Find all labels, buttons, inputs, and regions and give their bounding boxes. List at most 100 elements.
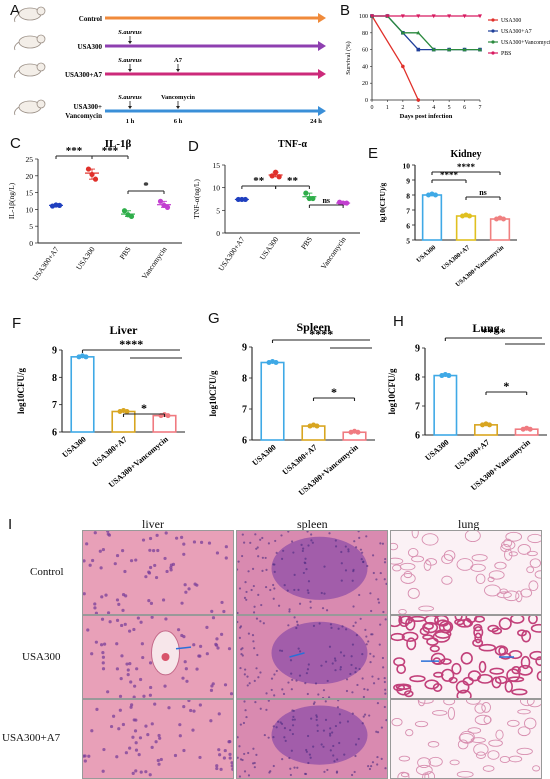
chart-title: Liver bbox=[110, 323, 139, 337]
y-axis-label: Survival (%) bbox=[345, 41, 352, 74]
significance-label: * bbox=[331, 385, 337, 399]
arrow-head bbox=[318, 41, 326, 51]
significance-label: ns bbox=[322, 196, 330, 205]
y-axis-label: log10CFU/g bbox=[387, 368, 397, 414]
data-point bbox=[467, 213, 472, 219]
bar bbox=[474, 424, 498, 436]
y-tick-label: 6 bbox=[406, 222, 410, 231]
data-point bbox=[92, 176, 99, 182]
vancomycin-marker-head bbox=[176, 106, 180, 109]
panel-label-d: D bbox=[188, 138, 199, 155]
data-point bbox=[314, 423, 320, 429]
significance-label: **** bbox=[309, 327, 333, 341]
series-line bbox=[372, 15, 480, 51]
mouse-icon bbox=[14, 6, 46, 23]
panel-label-f: F bbox=[12, 315, 22, 332]
a7-label: A7 bbox=[174, 57, 183, 64]
y-axis-label: log10CFU/g bbox=[208, 370, 218, 416]
mouse-icon bbox=[14, 62, 46, 79]
data-point bbox=[269, 173, 275, 179]
histology-lung-control bbox=[390, 530, 542, 615]
data-point bbox=[431, 14, 436, 19]
group-label: USA300 bbox=[77, 43, 102, 51]
col-label-spleen: spleen bbox=[297, 517, 328, 531]
x-tick-label: USA300 bbox=[423, 438, 450, 463]
histology-lung-usa300 bbox=[390, 615, 542, 699]
histology-spleen-usa300 bbox=[236, 615, 388, 699]
x-tick-label: USA300 bbox=[61, 435, 88, 460]
data-point bbox=[89, 171, 95, 178]
y-tick-label: 20 bbox=[26, 172, 34, 181]
x-tick-label: USA300+A7 bbox=[216, 235, 246, 273]
saureus-label: S.aureus bbox=[118, 57, 142, 64]
data-point bbox=[164, 204, 171, 210]
saureus-label: S.aureus bbox=[118, 94, 142, 101]
significance-label: * bbox=[503, 379, 509, 393]
panel-label-e: E bbox=[368, 145, 379, 162]
data-point bbox=[370, 14, 374, 19]
data-point bbox=[85, 166, 92, 172]
panel-label-h: H bbox=[393, 313, 404, 330]
x-axis-label: Days post infection bbox=[400, 113, 453, 120]
data-point bbox=[310, 195, 316, 202]
legend-label: USA300 bbox=[501, 18, 521, 24]
panel-label-b: B bbox=[340, 2, 351, 19]
chart-title: Spleen bbox=[296, 320, 330, 334]
series-line bbox=[372, 15, 480, 51]
legend-marker bbox=[491, 29, 495, 33]
data-point bbox=[83, 354, 89, 360]
bar bbox=[260, 361, 285, 441]
data-point bbox=[124, 409, 130, 414]
time-label-24h: 24 h bbox=[310, 118, 322, 125]
data-point bbox=[165, 413, 171, 419]
x-tick-label: USA300 bbox=[74, 245, 97, 272]
y-tick-label: 7 bbox=[406, 207, 410, 216]
tissue-texture bbox=[83, 531, 233, 614]
data-point bbox=[478, 47, 482, 52]
data-point bbox=[276, 174, 282, 180]
x-tick-label: USA300+A7 bbox=[31, 245, 61, 283]
bar bbox=[301, 425, 326, 441]
y-tick-label: 60 bbox=[362, 48, 368, 54]
histology-lung-usa300-a7 bbox=[390, 699, 542, 779]
histology-liver-control bbox=[82, 530, 234, 615]
y-tick-label: 9 bbox=[242, 343, 247, 354]
data-point bbox=[355, 429, 361, 435]
legend-label: USA300+Vancomycin bbox=[501, 40, 550, 46]
significance-label: *** bbox=[102, 145, 119, 157]
histology-spleen-control bbox=[236, 530, 388, 615]
histology-liver-usa300 bbox=[82, 615, 234, 699]
histology-liver-usa300-a7 bbox=[82, 699, 234, 779]
tnfa-chart: TNF-α 0 5 10 15 TNF-α(ng/L) USA300+A7 USA300 PBS… bbox=[192, 139, 360, 273]
x-tick-label: USA300+A7 bbox=[453, 438, 491, 472]
col-label-lung: lung bbox=[458, 517, 480, 531]
y-tick-label: 80 bbox=[362, 31, 368, 37]
time-label-6h: 6 h bbox=[174, 118, 183, 125]
il1b-chart: IL-1β 0 5 10 15 20 25 IL-1β(ng/L) USA300+A7 USA30… bbox=[7, 138, 182, 283]
x-tick-label: 5 bbox=[448, 105, 451, 111]
data-point bbox=[446, 373, 452, 379]
data-point bbox=[303, 190, 309, 196]
significance-label: * bbox=[143, 180, 149, 192]
tissue-texture bbox=[83, 700, 233, 778]
legend-marker bbox=[491, 40, 495, 44]
data-point bbox=[385, 14, 390, 19]
time-label-1h: 1 h bbox=[126, 118, 135, 125]
a7-marker-head bbox=[176, 69, 180, 72]
y-tick-label: 10 bbox=[403, 162, 411, 171]
panel-label-c: C bbox=[10, 135, 21, 152]
arrow-head bbox=[318, 13, 326, 23]
x-tick-label: USA300+A7 bbox=[91, 435, 129, 469]
y-tick-label: 7 bbox=[415, 402, 420, 413]
x-tick-label: Vancomycin bbox=[319, 235, 348, 271]
x-tick-label: 7 bbox=[479, 105, 482, 111]
x-tick-label: USA300+A7 bbox=[281, 443, 319, 477]
x-tick-label: USA300+A7 bbox=[440, 244, 471, 272]
x-tick-label: 2 bbox=[401, 105, 404, 111]
y-tick-label: 5 bbox=[216, 206, 220, 215]
y-tick-label: 8 bbox=[415, 373, 420, 384]
bar bbox=[70, 356, 95, 433]
significance-label: **** bbox=[440, 170, 459, 180]
